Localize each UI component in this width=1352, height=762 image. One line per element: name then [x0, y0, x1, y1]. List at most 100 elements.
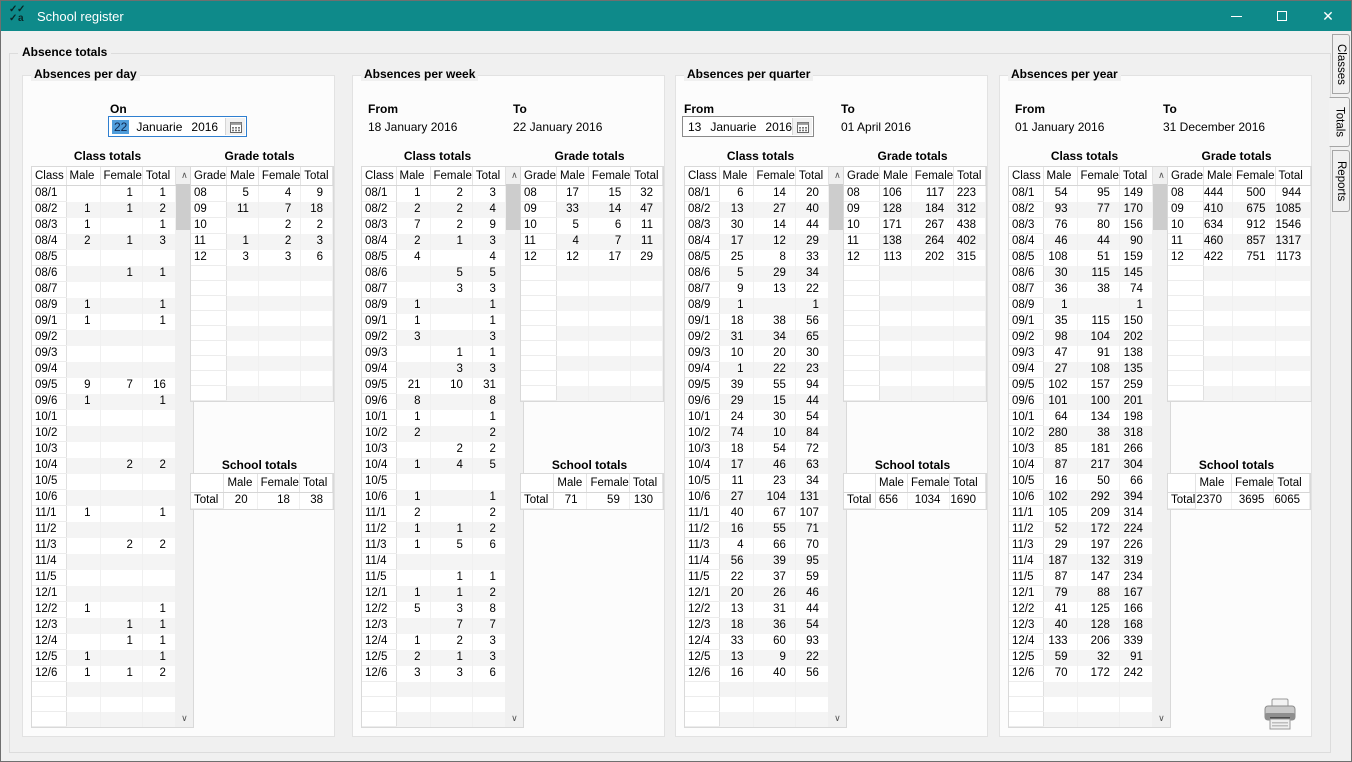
class-totals-table[interactable]: Class Male Female Total 08/1 1 1 08/2 1 1 2 08/3 1 1…	[31, 166, 194, 728]
row-label-cell: 11/3	[1009, 537, 1044, 554]
row-label-cell: 10/6	[685, 489, 720, 506]
table-row: 10/6 102 292 394	[1009, 489, 1153, 506]
tab-reports[interactable]: Reports	[1332, 150, 1350, 212]
scrollbar[interactable]: ∧ ∨	[175, 167, 193, 727]
scroll-up-icon[interactable]: ∧	[834, 170, 841, 180]
scroll-down-icon[interactable]: ∨	[1158, 713, 1165, 723]
value-cell: 2	[396, 425, 431, 442]
scroll-up-icon[interactable]: ∧	[511, 170, 518, 180]
class-totals-title: Class totals	[726, 149, 795, 163]
row-label-cell: 10/4	[362, 457, 397, 474]
table-row: 09 11 7 18	[191, 201, 333, 218]
value-cell: 1	[430, 649, 473, 666]
scroll-thumb[interactable]	[175, 184, 193, 230]
row-label-cell: 10/2	[362, 425, 397, 442]
table-row	[521, 265, 663, 281]
minimize-button[interactable]	[1213, 1, 1259, 31]
value-cell: 2	[396, 505, 431, 522]
value-cell	[66, 696, 101, 712]
value-cell: 29	[630, 249, 663, 266]
close-button[interactable]: ✕	[1305, 1, 1351, 31]
table-row: 10/3 18 54 72	[685, 441, 829, 458]
date-day-field[interactable]: 22	[112, 119, 130, 134]
value-cell: 224	[1119, 521, 1153, 538]
group-title: Absence totals	[18, 45, 112, 59]
calendar-button[interactable]	[225, 118, 245, 135]
value-cell	[142, 553, 176, 570]
class-totals-table[interactable]: Class Male Female Total 08/1 54 95 149 08/2 93 77…	[1008, 166, 1171, 728]
maximize-button[interactable]	[1259, 1, 1305, 31]
table-row: 08/9 1 1	[362, 297, 506, 314]
value-cell: 2	[258, 217, 302, 234]
value-cell	[588, 385, 632, 401]
table-row: 09/5 21 10 31	[362, 377, 506, 394]
scrollbar[interactable]: ∧ ∨	[1152, 167, 1170, 727]
on-date-picker[interactable]: 22 Januarie 2016	[108, 116, 247, 137]
date-year-field[interactable]: 2016	[765, 119, 793, 134]
value-cell	[1203, 265, 1234, 281]
value-cell: 171	[879, 217, 912, 234]
value-cell: 3	[430, 281, 473, 298]
date-month-field[interactable]: Januarie	[710, 119, 757, 134]
value-cell	[226, 325, 259, 341]
scroll-up-icon[interactable]: ∧	[181, 170, 188, 180]
value-cell	[396, 345, 431, 362]
value-cell: 1	[66, 505, 101, 522]
value-cell	[100, 249, 143, 266]
table-row: 12/4 33 60 93	[685, 633, 829, 650]
value-cell: 1	[66, 393, 101, 410]
scroll-up-icon[interactable]: ∧	[1158, 170, 1165, 180]
value-cell: 67	[753, 505, 796, 522]
value-cell	[1232, 340, 1276, 356]
value-cell	[430, 505, 473, 522]
value-cell	[1275, 385, 1312, 401]
panel-absences-per-week: Absences per week From 18 January 2016 T…	[352, 67, 665, 737]
value-cell: 44	[795, 393, 829, 410]
value-cell	[719, 696, 754, 712]
scroll-thumb[interactable]	[828, 184, 846, 230]
class-totals-table[interactable]: Class Male Female Total 08/1 6 14 20 08/2 13 27 40…	[684, 166, 847, 728]
row-label-cell	[521, 385, 557, 401]
value-cell: 3	[472, 633, 506, 650]
row-label-cell	[1009, 696, 1044, 712]
value-cell	[911, 295, 955, 311]
date-month-field[interactable]: Januarie	[136, 119, 183, 134]
value-cell	[879, 325, 912, 341]
value-cell	[100, 313, 143, 330]
tab-totals[interactable]: Totals	[1329, 97, 1350, 147]
header-row: Grade Male Female Total	[1168, 167, 1312, 186]
value-cell: 29	[1043, 537, 1078, 554]
value-cell: 2	[430, 201, 473, 218]
class-totals-table[interactable]: Class Male Female Total 08/1 1 2 3 08/2 2 2 4 08/3 7…	[361, 166, 524, 728]
scroll-down-icon[interactable]: ∨	[834, 713, 841, 723]
value-cell: 234	[1119, 569, 1153, 586]
scroll-down-icon[interactable]: ∨	[511, 713, 518, 723]
tab-classes[interactable]: Classes	[1332, 34, 1350, 94]
scrollbar[interactable]: ∧ ∨	[505, 167, 523, 727]
print-button[interactable]	[1259, 696, 1301, 734]
value-cell: 11	[630, 217, 663, 234]
date-day-field[interactable]: 13	[688, 119, 702, 134]
value-cell	[226, 340, 259, 356]
row-label-cell: 10/3	[362, 441, 397, 458]
table-row: 09/2 98 104 202	[1009, 329, 1153, 346]
table-row	[32, 681, 176, 697]
value-cell: 1	[142, 393, 176, 410]
table-row: 11 460 857 1317	[1168, 233, 1312, 250]
value-cell: 55	[753, 521, 796, 538]
value-cell	[100, 681, 143, 697]
row-label-cell	[844, 295, 880, 311]
scroll-thumb[interactable]	[1152, 184, 1170, 230]
value-cell	[953, 325, 986, 341]
from-date-text: 01 January 2016	[1015, 120, 1105, 134]
scrollbar[interactable]: ∧ ∨	[828, 167, 846, 727]
scroll-thumb[interactable]	[505, 184, 523, 230]
date-year-field[interactable]: 2016	[191, 119, 219, 134]
school-totals-table: Male Female Total Total 71 59 130	[520, 473, 664, 510]
calendar-button[interactable]	[792, 118, 812, 135]
value-cell	[556, 295, 589, 311]
to-date-text: 22 January 2016	[513, 120, 603, 134]
from-date-picker[interactable]: 13 Januarie 2016	[682, 116, 814, 137]
scroll-down-icon[interactable]: ∨	[181, 713, 188, 723]
value-cell	[66, 329, 101, 346]
